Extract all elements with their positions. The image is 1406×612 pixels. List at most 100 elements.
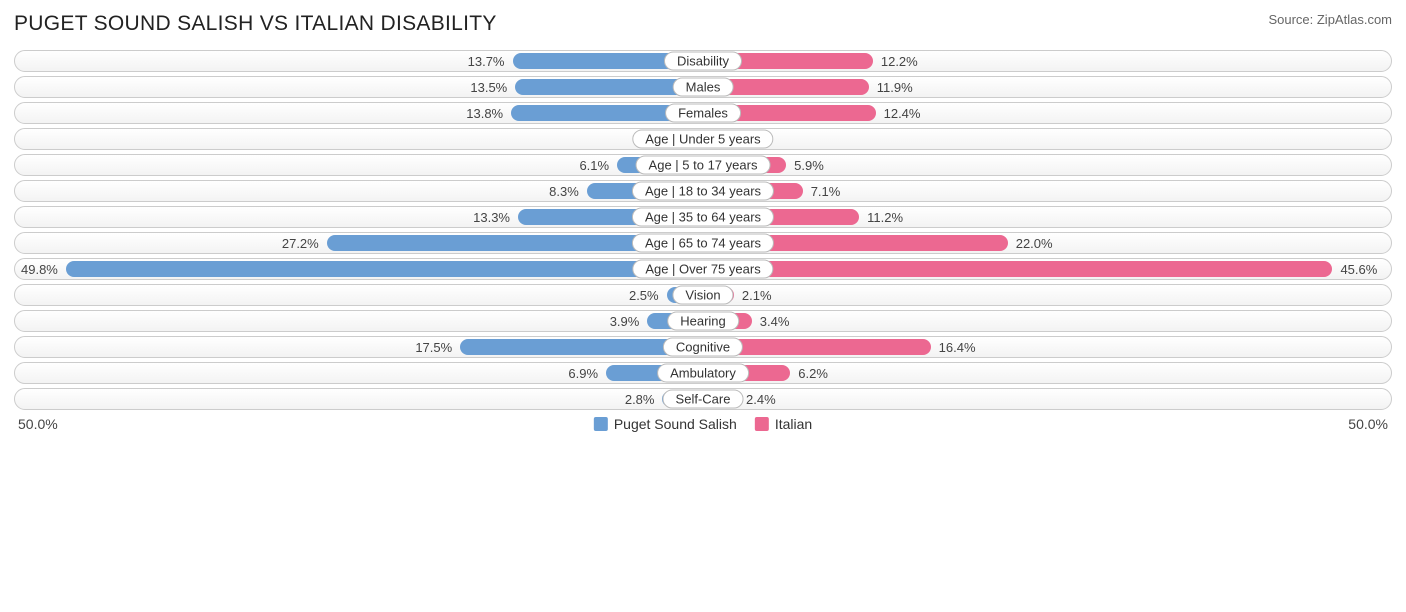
bar-track: 8.3% 7.1%Age | 18 to 34 years — [14, 180, 1392, 202]
category-pill: Males — [673, 78, 734, 97]
right-half: 2.4% — [703, 389, 1391, 409]
axis-max-left: 50.0% — [18, 416, 58, 432]
category-pill: Age | 18 to 34 years — [632, 182, 774, 201]
right-half: 22.0% — [703, 233, 1391, 253]
chart-source: Source: ZipAtlas.com — [1268, 12, 1392, 27]
bar-track: 0.97%1.6%Age | Under 5 years — [14, 128, 1392, 150]
diverging-bar-chart: 13.7% 12.2% Disability 13.5% 11.9%Males 13.8%… — [14, 50, 1392, 410]
right-half: 11.9% — [703, 77, 1391, 97]
left-bar — [66, 261, 701, 277]
bar-track: 17.5% 16.4%Cognitive — [14, 336, 1392, 358]
left-value-label: 49.8% — [15, 262, 64, 277]
category-pill: Vision — [672, 286, 733, 305]
left-half: 17.5% — [15, 337, 703, 357]
right-bar — [705, 261, 1332, 277]
category-pill: Disability — [664, 52, 742, 71]
right-value-label: 12.2% — [875, 54, 924, 69]
left-half: 2.5% — [15, 285, 703, 305]
right-value-label: 2.1% — [736, 288, 778, 303]
category-pill: Hearing — [667, 312, 739, 331]
right-half: 3.4% — [703, 311, 1391, 331]
left-value-label: 2.5% — [623, 288, 665, 303]
category-pill: Age | Under 5 years — [632, 130, 773, 149]
left-value-label: 13.7% — [462, 54, 511, 69]
bar-row: 13.3%11.2%Age | 35 to 64 years — [14, 206, 1392, 228]
bar-row: 13.7% 12.2% Disability — [14, 50, 1392, 72]
bar-track: 27.2%22.0%Age | 65 to 74 years — [14, 232, 1392, 254]
category-pill: Ambulatory — [657, 364, 749, 383]
bar-row: 13.5% 11.9%Males — [14, 76, 1392, 98]
left-value-label: 13.8% — [460, 106, 509, 121]
left-half: 6.1% — [15, 155, 703, 175]
right-value-label: 6.2% — [792, 366, 834, 381]
legend-label-left: Puget Sound Salish — [614, 416, 737, 432]
legend-item-left: Puget Sound Salish — [594, 416, 737, 432]
bar-track: 13.7% 12.2% Disability — [14, 50, 1392, 72]
bar-row: 8.3% 7.1%Age | 18 to 34 years — [14, 180, 1392, 202]
bar-track: 49.8% 45.6% Age | Over 75 years — [14, 258, 1392, 280]
bar-row: 6.1%5.9%Age | 5 to 17 years — [14, 154, 1392, 176]
left-half: 3.9% — [15, 311, 703, 331]
category-pill: Age | Over 75 years — [632, 260, 773, 279]
axis-max-right: 50.0% — [1348, 416, 1388, 432]
right-half: 16.4% — [703, 337, 1391, 357]
legend-item-right: Italian — [755, 416, 812, 432]
category-pill: Females — [665, 104, 741, 123]
bar-track: 13.5% 11.9%Males — [14, 76, 1392, 98]
left-half: 13.5% — [15, 77, 703, 97]
left-value-label: 27.2% — [276, 236, 325, 251]
right-half: 12.2% — [703, 51, 1391, 71]
bar-track: 6.9% 6.2% Ambulatory — [14, 362, 1392, 384]
left-half: 0.97% — [15, 129, 703, 149]
left-value-label: 2.8% — [619, 392, 661, 407]
bar-row: 17.5% 16.4%Cognitive — [14, 336, 1392, 358]
left-half: 49.8% — [15, 259, 703, 279]
right-half: 2.1% — [703, 285, 1391, 305]
left-value-label: 13.5% — [464, 80, 513, 95]
bar-track: 13.8% 12.4% Females — [14, 102, 1392, 124]
bar-track: 2.8% 2.4%Self-Care — [14, 388, 1392, 410]
left-half: 13.8% — [15, 103, 703, 123]
right-half: 45.6% — [703, 259, 1391, 279]
bar-track: 3.9% 3.4% Hearing — [14, 310, 1392, 332]
category-pill: Self-Care — [663, 390, 744, 409]
bar-row: 49.8% 45.6% Age | Over 75 years — [14, 258, 1392, 280]
left-value-label: 3.9% — [604, 314, 646, 329]
legend: Puget Sound Salish Italian — [594, 416, 812, 432]
right-half: 7.1% — [703, 181, 1391, 201]
right-half: 1.6% — [703, 129, 1391, 149]
bar-track: 6.1%5.9%Age | 5 to 17 years — [14, 154, 1392, 176]
left-half: 2.8% — [15, 389, 703, 409]
right-value-label: 12.4% — [878, 106, 927, 121]
right-half: 11.2% — [703, 207, 1391, 227]
bar-row: 13.8% 12.4% Females — [14, 102, 1392, 124]
right-value-label: 45.6% — [1334, 262, 1383, 277]
right-value-label: 11.2% — [861, 210, 909, 225]
left-half: 13.7% — [15, 51, 703, 71]
right-half: 6.2% — [703, 363, 1391, 383]
chart-header: PUGET SOUND SALISH VS ITALIAN DISABILITY… — [14, 12, 1392, 36]
left-half: 27.2% — [15, 233, 703, 253]
right-half: 12.4% — [703, 103, 1391, 123]
bar-row: 27.2%22.0%Age | 65 to 74 years — [14, 232, 1392, 254]
legend-swatch-left — [594, 417, 608, 431]
right-half: 5.9% — [703, 155, 1391, 175]
legend-swatch-right — [755, 417, 769, 431]
left-value-label: 8.3% — [543, 184, 585, 199]
right-value-label: 3.4% — [754, 314, 796, 329]
legend-label-right: Italian — [775, 416, 812, 432]
left-half: 13.3% — [15, 207, 703, 227]
right-value-label: 2.4% — [740, 392, 782, 407]
left-half: 6.9% — [15, 363, 703, 383]
right-value-label: 5.9% — [788, 158, 830, 173]
left-value-label: 6.1% — [573, 158, 615, 173]
bar-row: 0.97%1.6%Age | Under 5 years — [14, 128, 1392, 150]
bar-row: 3.9% 3.4% Hearing — [14, 310, 1392, 332]
category-pill: Cognitive — [663, 338, 743, 357]
bar-row: 6.9% 6.2% Ambulatory — [14, 362, 1392, 384]
chart-footer: 50.0% Puget Sound Salish Italian 50.0% — [14, 416, 1392, 438]
right-value-label: 22.0% — [1010, 236, 1059, 251]
left-value-label: 13.3% — [467, 210, 516, 225]
left-value-label: 17.5% — [409, 340, 458, 355]
left-half: 8.3% — [15, 181, 703, 201]
